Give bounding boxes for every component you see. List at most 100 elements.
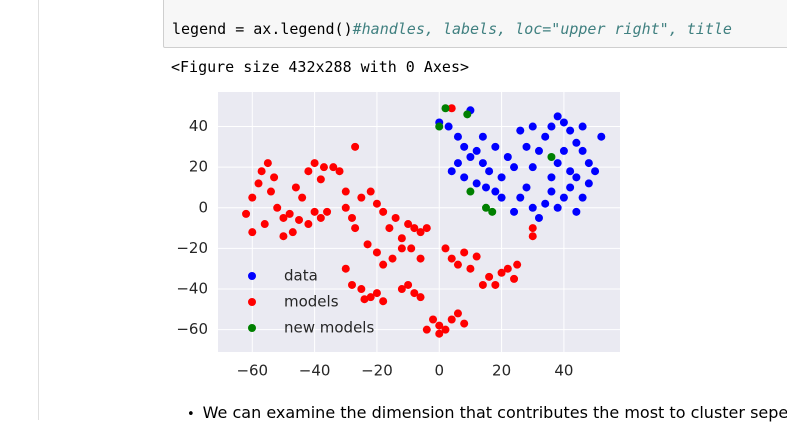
scatter-point — [447, 167, 456, 176]
scatter-point — [304, 167, 313, 176]
scatter-point — [510, 163, 519, 172]
scatter-point — [522, 142, 531, 151]
scatter-point — [584, 179, 593, 188]
scatter-point — [510, 207, 519, 216]
scatter-point — [357, 285, 366, 294]
scatter-point — [559, 118, 568, 127]
scatter-point — [248, 228, 257, 237]
scatter-point — [416, 228, 425, 237]
scatter-point — [279, 232, 288, 241]
x-tick-label: 20 — [492, 362, 511, 380]
scatter-point — [466, 187, 475, 196]
scatter-point — [291, 183, 300, 192]
scatter-point — [422, 325, 431, 334]
scatter-point — [472, 179, 481, 188]
y-tick-label: 20 — [189, 158, 208, 176]
scatter-point — [348, 213, 356, 222]
bullet-item: We can examine the dimension that contri… — [187, 403, 787, 422]
scatter-point — [379, 260, 388, 269]
scatter-point — [360, 295, 369, 304]
scatter-point — [453, 309, 462, 318]
scatter-point — [553, 112, 562, 121]
scatter-point — [591, 167, 600, 176]
scatter-point — [528, 232, 537, 241]
scatter-point — [410, 224, 419, 233]
scatter-point — [351, 142, 360, 151]
scatter-point — [503, 264, 512, 273]
legend-label: data — [284, 267, 318, 285]
scatter-point — [341, 203, 350, 212]
scatter-point — [547, 122, 556, 131]
scatter-point — [447, 104, 456, 113]
scatter-point — [553, 159, 562, 168]
scatter-point — [316, 213, 325, 222]
scatter-point — [298, 193, 307, 202]
scatter-point — [429, 315, 438, 324]
output-text: <Figure size 432x288 with 0 Axes> — [171, 58, 470, 76]
scatter-point — [460, 319, 469, 328]
y-tick-label: −20 — [176, 239, 208, 257]
scatter-point — [242, 209, 251, 218]
scatter-point — [273, 203, 282, 212]
scatter-point — [516, 126, 525, 135]
legend-marker — [248, 324, 256, 332]
scatter-point — [304, 220, 313, 229]
scatter-point — [559, 146, 568, 155]
scatter-point — [260, 220, 269, 229]
scatter-point — [397, 244, 406, 253]
scatter-point — [460, 248, 469, 257]
scatter-point — [572, 138, 581, 147]
scatter-point — [478, 132, 487, 141]
x-tick-label: −40 — [299, 362, 331, 380]
scatter-point — [566, 167, 575, 176]
plot-background — [218, 92, 620, 352]
scatter-point — [510, 274, 519, 283]
scatter-point — [578, 193, 587, 202]
code-line: legend = ax.legend()#handles, labels, lo… — [172, 20, 732, 38]
scatter-point — [410, 289, 419, 298]
scatter-point — [463, 110, 472, 119]
code-cell[interactable]: legend = ax.legend()#handles, labels, lo… — [163, 0, 787, 48]
scatter-point — [513, 260, 522, 269]
x-tick-label: −60 — [236, 362, 268, 380]
legend-marker — [248, 298, 256, 306]
scatter-point — [528, 122, 537, 131]
scatter-point — [379, 207, 388, 216]
scatter-point — [453, 159, 462, 168]
scatter-point — [522, 183, 531, 192]
scatter-point — [534, 213, 543, 222]
scatter-point — [385, 224, 394, 233]
scatter-point — [478, 159, 487, 168]
scatter-point — [295, 215, 304, 224]
scatter-point — [572, 173, 581, 182]
scatter-point — [466, 153, 475, 161]
notebook-border — [38, 0, 39, 420]
scatter-point — [478, 280, 487, 289]
scatter-point — [541, 132, 550, 141]
scatter-point — [447, 254, 456, 263]
scatter-point — [404, 220, 413, 229]
scatter-point — [485, 272, 494, 281]
scatter-point — [366, 293, 375, 302]
y-tick-label: −60 — [176, 320, 208, 338]
scatter-point — [285, 209, 294, 218]
scatter-point — [341, 187, 350, 196]
scatter-point — [547, 187, 556, 196]
scatter-point — [319, 163, 328, 172]
scatter-point — [547, 153, 556, 161]
scatter-point — [485, 167, 494, 176]
scatter-point — [441, 325, 450, 334]
scatter-point — [407, 244, 416, 253]
scatter-point — [341, 264, 350, 273]
scatter-point — [516, 193, 525, 202]
scatter-point — [472, 146, 481, 155]
scatter-point — [372, 248, 381, 257]
x-tick-label: 40 — [554, 362, 573, 380]
scatter-point — [528, 224, 537, 233]
scatter-point — [329, 163, 338, 172]
scatter-point — [263, 159, 272, 168]
legend-label: new models — [284, 319, 374, 337]
scatter-point — [578, 122, 587, 131]
scatter-point — [566, 126, 575, 135]
